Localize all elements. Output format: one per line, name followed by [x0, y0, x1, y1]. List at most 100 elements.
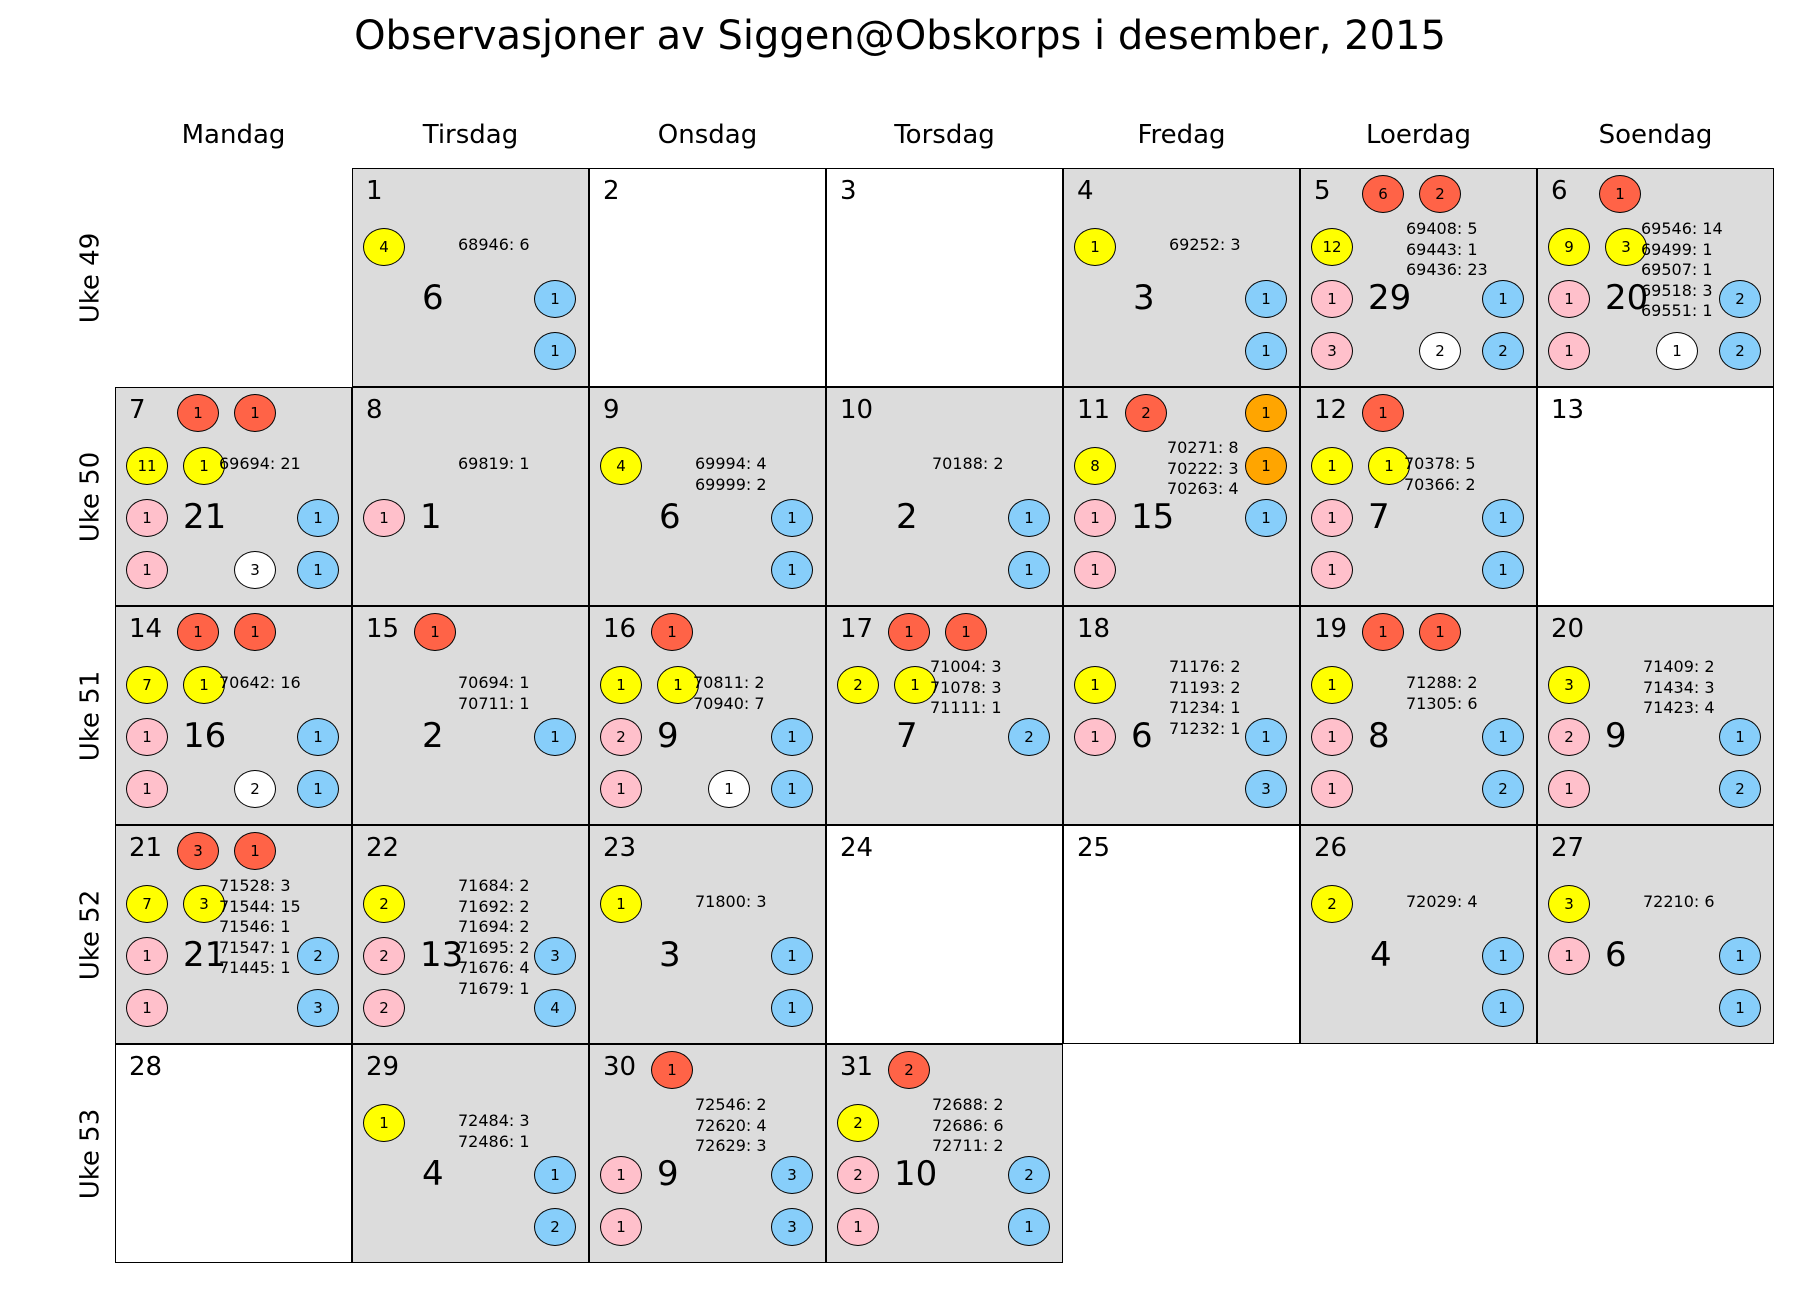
- yellow-count-marker: 1: [1074, 666, 1116, 704]
- red-count-marker: 6: [1362, 175, 1404, 213]
- pink-count-marker: 1: [1074, 718, 1116, 756]
- day-total: 7: [1368, 497, 1390, 537]
- day-header: Tirsdag: [422, 120, 519, 150]
- pink-count-marker: 3: [1311, 332, 1353, 370]
- day-cell: 25: [1063, 825, 1300, 1044]
- day-total: 29: [1368, 278, 1412, 318]
- day-cell: 12 1 1 1 1 1 1 1 7 70378: 5 70366: 2: [1300, 387, 1537, 606]
- week-label-text: Uke 52: [75, 889, 106, 980]
- observation-id-line: 70940: 7: [693, 693, 765, 713]
- observation-ids: 71528: 3 71544: 15 71546: 1 71547: 1 71445: …: [219, 876, 301, 979]
- blue-count-marker: 2: [1482, 332, 1524, 370]
- day-cell: 28: [115, 1044, 352, 1263]
- blue-count-marker: 2: [1008, 1156, 1050, 1194]
- week-label: Uke 50: [65, 387, 115, 606]
- blue-count-marker: 1: [297, 718, 339, 756]
- day-total: 9: [657, 716, 679, 756]
- day-header: Soendag: [1598, 120, 1713, 150]
- blue-count-marker: 2: [1719, 332, 1761, 370]
- observation-ids: 70188: 2: [932, 454, 1004, 475]
- blue-count-marker: 1: [1008, 551, 1050, 589]
- pink-count-marker: 1: [1311, 770, 1353, 808]
- observation-id-line: 72029: 4: [1406, 892, 1478, 911]
- day-cell: 23 1 1 1 3 71800: 3: [589, 825, 826, 1044]
- pink-count-marker: 1: [1311, 280, 1353, 318]
- blue-count-marker: 1: [1482, 989, 1524, 1027]
- observation-ids: 68946: 6: [458, 235, 530, 256]
- day-total: 13: [420, 935, 464, 975]
- day-number: 10: [840, 395, 874, 425]
- day-number: 9: [603, 395, 620, 425]
- day-number: 20: [1551, 614, 1585, 644]
- day-number: 15: [366, 614, 400, 644]
- day-number: 27: [1551, 833, 1585, 863]
- observation-id-line: 71288: 2: [1406, 673, 1478, 692]
- observation-id-line: 69994: 4: [695, 454, 767, 473]
- orange-count-marker: 1: [1245, 394, 1287, 432]
- observation-ids: 70378: 5 70366: 2: [1404, 454, 1476, 495]
- pink-count-marker: 1: [1548, 770, 1590, 808]
- week-label: Uke 53: [65, 1044, 115, 1263]
- red-count-marker: 2: [1125, 394, 1167, 432]
- pink-count-marker: 2: [363, 937, 405, 975]
- observation-id-line: 70711: 1: [458, 693, 530, 713]
- observation-id-line: 71695: 2: [458, 937, 530, 957]
- day-number: 4: [1077, 176, 1094, 206]
- day-cell: 19 1 1 1 1 1 1 2 8 71288: 2 71305: 6: [1300, 606, 1537, 825]
- red-count-marker: 1: [234, 832, 276, 870]
- day-cell: 31 2 2 2 1 2 1 10 72688: 2 72686: 6 72711: 2: [826, 1044, 1063, 1263]
- red-count-marker: 1: [1599, 175, 1641, 213]
- day-number: 1: [366, 176, 383, 206]
- day-total: 21: [183, 497, 227, 537]
- yellow-count-marker: 2: [1311, 885, 1353, 923]
- pink-count-marker: 1: [1311, 499, 1353, 537]
- observation-id-line: 69507: 1: [1641, 260, 1713, 279]
- observation-ids: 71684: 2 71692: 2 71694: 2 71695: 2 71676: 4…: [458, 876, 530, 999]
- red-count-marker: 1: [234, 394, 276, 432]
- day-number: 3: [840, 176, 857, 206]
- day-number: 17: [840, 614, 874, 644]
- observation-id-line: 71409: 2: [1643, 657, 1715, 676]
- pink-count-marker: 1: [126, 551, 168, 589]
- observation-id-line: 70378: 5: [1404, 454, 1476, 473]
- blue-count-marker: 1: [534, 718, 576, 756]
- observation-id-line: 72711: 2: [932, 1136, 1004, 1155]
- blue-count-marker: 1: [1245, 332, 1287, 370]
- red-count-marker: 3: [177, 832, 219, 870]
- red-count-marker: 2: [1419, 175, 1461, 213]
- observation-id-line: 72484: 3: [458, 1111, 530, 1130]
- day-cell: 21 3 1 7 3 1 1 2 3 21 71528: 3 71544: 15 71546: 1 715…: [115, 825, 352, 1044]
- day-number: 14: [129, 614, 163, 644]
- red-count-marker: 1: [1362, 613, 1404, 651]
- day-total: 6: [659, 497, 681, 537]
- blue-count-marker: 1: [1719, 989, 1761, 1027]
- pink-count-marker: 2: [1548, 718, 1590, 756]
- red-count-marker: 1: [414, 613, 456, 651]
- day-cell: 13: [1537, 387, 1774, 606]
- blue-count-marker: 1: [1245, 499, 1287, 537]
- observation-id-line: 71676: 4: [458, 958, 530, 977]
- day-total: 21: [183, 935, 227, 975]
- blue-count-marker: 3: [534, 937, 576, 975]
- blue-count-marker: 1: [1719, 718, 1761, 756]
- day-cell: 27 3 1 1 1 6 72210: 6: [1537, 825, 1774, 1044]
- day-number: 26: [1314, 833, 1348, 863]
- white-count-marker: 1: [1656, 332, 1698, 370]
- observation-id-line: 72620: 4: [695, 1115, 767, 1135]
- blue-count-marker: 2: [1719, 280, 1761, 318]
- observation-ids: 69408: 5 69443: 1 69436: 23: [1406, 219, 1488, 281]
- day-number: 5: [1314, 176, 1331, 206]
- yellow-count-marker: 3: [1548, 885, 1590, 923]
- blue-count-marker: 1: [297, 499, 339, 537]
- day-number: 24: [840, 833, 874, 863]
- observation-id-line: 71004: 3: [930, 657, 1002, 676]
- blue-count-marker: 1: [771, 770, 813, 808]
- yellow-count-marker: 1: [657, 666, 699, 704]
- observation-id-line: 71305: 6: [1406, 693, 1478, 713]
- observation-id-line: 69499: 1: [1641, 239, 1713, 259]
- observation-id-line: 72688: 2: [932, 1095, 1004, 1114]
- day-total: 4: [1370, 935, 1392, 975]
- day-cell: 10 1 1 2 70188: 2: [826, 387, 1063, 606]
- day-header: Torsdag: [894, 120, 995, 150]
- yellow-count-marker: 1: [894, 666, 936, 704]
